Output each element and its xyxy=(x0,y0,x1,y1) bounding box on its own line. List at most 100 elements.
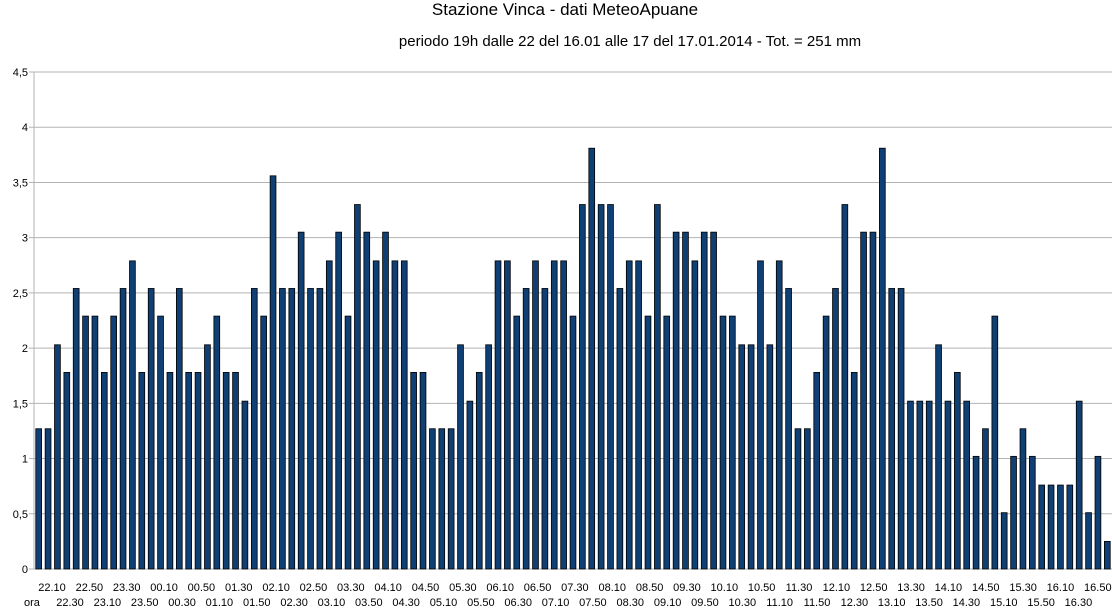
bar xyxy=(269,175,277,570)
chart-title: Stazione Vinca - dati MeteoApuane xyxy=(431,0,699,19)
x-tick-label: 02.10 xyxy=(262,582,290,594)
bar xyxy=(597,204,605,570)
x-axis-label: ora xyxy=(24,597,41,608)
bar xyxy=(138,372,146,570)
x-tick-label: 02.30 xyxy=(280,597,308,608)
x-tick-label: 16.10 xyxy=(1047,582,1075,594)
bar xyxy=(672,231,680,570)
bar xyxy=(1066,484,1074,570)
bar xyxy=(1057,484,1064,570)
bar xyxy=(288,288,296,570)
bar xyxy=(822,315,830,570)
bar xyxy=(972,455,980,570)
bar xyxy=(391,260,399,570)
x-tick-label: 14.50 xyxy=(972,582,1000,594)
y-tick-label: 2,5 xyxy=(13,288,28,300)
bar xyxy=(35,428,42,570)
bar xyxy=(916,400,924,570)
bar xyxy=(1047,484,1055,570)
bar xyxy=(766,344,774,570)
y-tick-label: 4 xyxy=(22,122,28,134)
bar xyxy=(250,288,258,570)
bars xyxy=(35,147,1111,570)
x-tick-label: 23.30 xyxy=(113,582,141,594)
bar xyxy=(532,260,539,570)
bar xyxy=(1075,400,1083,570)
bar xyxy=(550,260,558,570)
x-tick-label: 22.10 xyxy=(38,582,66,594)
x-tick-label: 07.30 xyxy=(561,582,589,594)
bar xyxy=(569,315,577,570)
bar xyxy=(1019,428,1027,570)
bar xyxy=(888,288,896,570)
x-tick-label: 03.30 xyxy=(337,582,365,594)
bar xyxy=(635,260,642,570)
bar xyxy=(400,260,408,570)
bar xyxy=(1094,455,1102,570)
bar xyxy=(260,315,267,570)
bar xyxy=(616,288,624,570)
bar xyxy=(363,231,371,570)
x-tick-label: 07.10 xyxy=(542,597,570,608)
bar xyxy=(419,372,427,570)
x-tick-label: 12.30 xyxy=(841,597,869,608)
bar xyxy=(710,231,717,570)
x-tick-label: 13.10 xyxy=(878,597,906,608)
bar xyxy=(935,344,942,570)
bar xyxy=(579,204,586,570)
x-tick-label: 14.30 xyxy=(953,597,981,608)
x-tick-label: 11.50 xyxy=(804,597,831,608)
bar xyxy=(1038,484,1046,570)
x-tick-label: 04.10 xyxy=(374,582,402,594)
x-tick-label: 15.30 xyxy=(1009,582,1037,594)
bar xyxy=(157,315,164,570)
bar xyxy=(457,344,464,570)
bar xyxy=(438,428,446,570)
x-tick-label: 23.50 xyxy=(131,597,159,608)
bar xyxy=(213,315,221,570)
bar xyxy=(475,372,483,570)
bar xyxy=(466,400,474,570)
y-tick-label: 0 xyxy=(22,564,28,576)
y-tick-label: 1,5 xyxy=(13,398,28,410)
x-tick-label: 13.30 xyxy=(897,582,925,594)
x-tick-label: 11.10 xyxy=(766,597,793,608)
bar xyxy=(485,344,492,570)
bar xyxy=(804,428,811,570)
bar xyxy=(850,372,858,570)
bar xyxy=(110,315,117,570)
x-tick-label: 06.30 xyxy=(504,597,532,608)
bar xyxy=(335,231,342,570)
bar xyxy=(241,400,249,570)
y-tick-label: 0,5 xyxy=(13,509,28,521)
x-tick-label: 06.10 xyxy=(486,582,514,594)
bar xyxy=(119,288,127,570)
y-tick-label: 1 xyxy=(22,454,28,466)
bar xyxy=(607,204,614,570)
bar xyxy=(654,204,661,570)
x-tick-label: 13.50 xyxy=(915,597,943,608)
bar xyxy=(832,288,839,570)
x-tick-label: 09.30 xyxy=(673,582,701,594)
x-tick-label: 09.10 xyxy=(654,597,682,608)
x-tick-label: 22.30 xyxy=(56,597,84,608)
bar xyxy=(297,231,305,570)
x-tick-label: 04.50 xyxy=(412,582,440,594)
bar xyxy=(541,288,549,570)
bar xyxy=(166,372,174,570)
bar xyxy=(307,288,314,570)
x-tick-label: 09.50 xyxy=(691,597,719,608)
bar xyxy=(100,372,108,570)
bar xyxy=(625,260,633,570)
x-tick-label: 15.10 xyxy=(990,597,1018,608)
bar xyxy=(991,315,999,570)
bar xyxy=(794,428,802,570)
bar xyxy=(1000,512,1008,570)
bar xyxy=(410,372,417,570)
x-tick-label: 12.10 xyxy=(823,582,851,594)
bar xyxy=(775,260,783,570)
x-tick-label: 07.50 xyxy=(579,597,607,608)
x-axis: 22.10 22.50 23.30 00.10 00.50 01.30 02.10 02.50… xyxy=(38,582,1111,608)
bar xyxy=(691,260,699,570)
bar xyxy=(982,428,989,570)
